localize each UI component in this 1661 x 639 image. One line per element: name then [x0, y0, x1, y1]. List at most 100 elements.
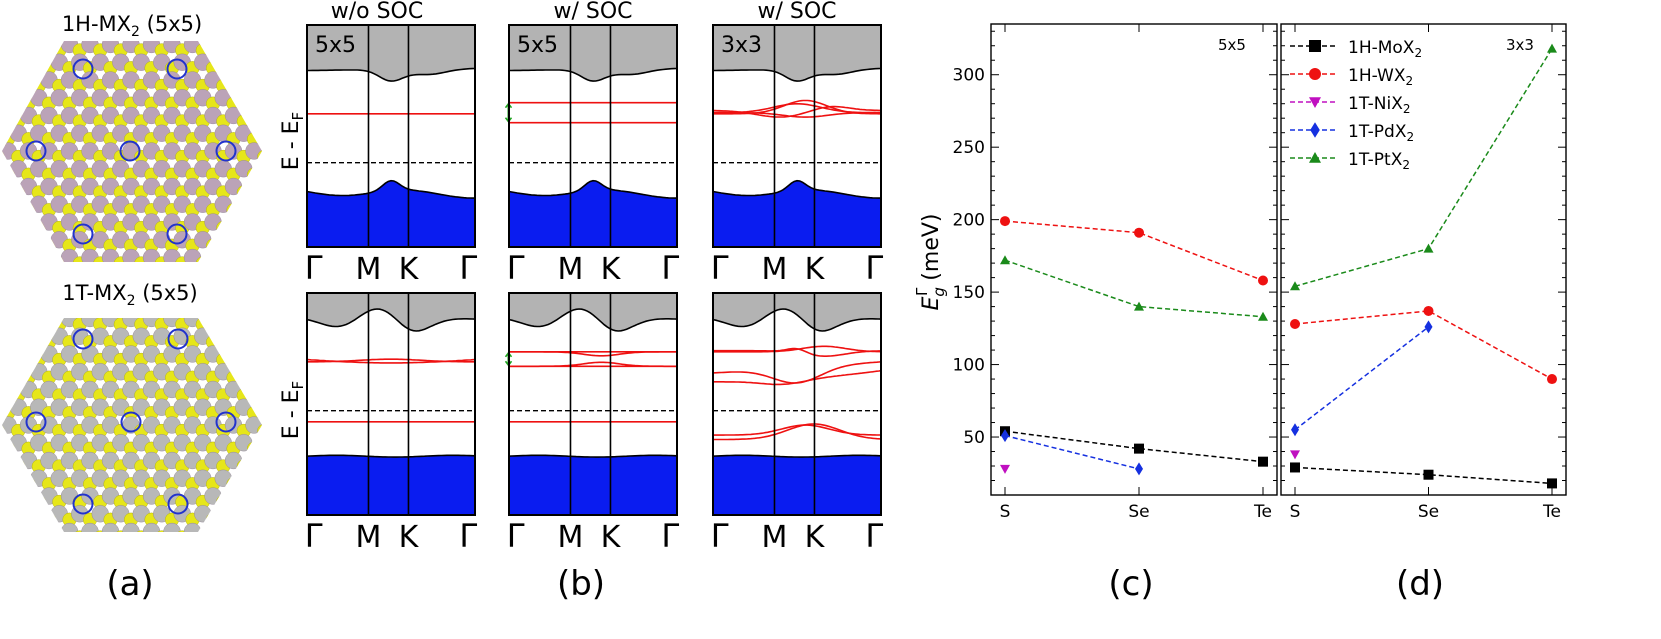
metal-atom	[214, 53, 232, 71]
chalcogen-atom	[247, 26, 261, 40]
chalcogen-atom	[22, 300, 36, 314]
chalcogen-atom	[216, 292, 230, 306]
chalcogen-atom	[22, 548, 36, 562]
chalcogen-atom	[268, 61, 282, 75]
metal-atom	[287, 72, 304, 89]
metal-atom	[214, 195, 232, 213]
chalcogen-atom	[216, 282, 230, 296]
conduction-band-edge	[713, 67, 882, 82]
chalcogen-atom	[2, 96, 16, 111]
chalcogen-atom	[31, 43, 46, 58]
metal-atom	[317, 125, 334, 142]
chalcogen-atom	[350, 132, 364, 146]
metal-atom	[255, 124, 262, 142]
metal-atom	[51, 541, 68, 558]
metal-atom	[19, 522, 38, 532]
metal-atom	[307, 417, 324, 434]
chalcogen-atom	[11, 43, 26, 58]
kpath-label: Γ	[865, 517, 883, 555]
chalcogen-atom	[268, 442, 282, 456]
metal-atom	[235, 195, 253, 213]
metal-atom	[255, 434, 262, 452]
data-point	[1134, 227, 1144, 238]
chalcogen-atom	[236, 43, 251, 58]
defect-ring	[25, 140, 47, 162]
metal-atom	[225, 559, 242, 576]
metal-atom	[297, 89, 314, 106]
y-tick-label: 50	[963, 428, 985, 448]
chalcogen-atom	[175, 566, 189, 580]
chalcogen-atom	[268, 300, 282, 314]
chalcogen-atom	[278, 79, 292, 93]
series-line	[1294, 48, 1553, 288]
defect-ring	[72, 328, 94, 350]
metal-atom	[287, 523, 304, 540]
chalcogen-atom	[52, 566, 66, 580]
metal-atom	[235, 469, 253, 487]
metal-atom	[30, 267, 47, 284]
metal-atom	[276, 292, 293, 309]
chalcogen-atom	[329, 371, 343, 385]
metal-atom	[255, 231, 262, 249]
metal-atom	[2, 41, 17, 54]
metal-atom	[328, 249, 345, 266]
chalcogen-atom	[319, 566, 333, 580]
chalcogen-atom	[298, 8, 312, 22]
panel-b-band-structures: w/o SOC w/ SOC w/ SOC E - EF E - EF 5x5 Γ…	[279, 0, 883, 604]
supercell-tag: 3x3	[1506, 36, 1534, 54]
kpath-label: K	[805, 252, 826, 287]
metal-atom	[245, 213, 262, 231]
metal-atom	[255, 327, 262, 345]
chalcogen-atom	[2, 388, 5, 403]
chalcogen-atom	[175, 530, 190, 532]
chalcogen-atom	[216, 318, 231, 332]
chalcogen-atom	[268, 513, 282, 527]
metal-atom	[60, 522, 79, 532]
chalcogen-atom	[72, 530, 87, 532]
defect-ring	[166, 223, 188, 245]
chalcogen-atom	[246, 203, 261, 218]
metal-atom	[19, 41, 38, 54]
chart-ylabel: EgΓ (meV)	[913, 214, 948, 311]
data-point	[1001, 429, 1009, 443]
chalcogen-atom	[278, 257, 292, 271]
chalcogen-atom	[257, 220, 262, 235]
chalcogen-atom	[2, 370, 16, 385]
metal-atom	[245, 248, 262, 262]
metal-atom	[205, 275, 222, 292]
metal-atom	[2, 213, 17, 231]
chalcogen-atom	[104, 548, 118, 562]
legend-label: 1H-MoX2	[1348, 38, 1422, 60]
chalcogen-atom	[257, 352, 262, 367]
chalcogen-atom	[205, 512, 220, 527]
chalcogen-atom	[216, 43, 231, 58]
metal-atom	[307, 143, 324, 160]
band-frame	[306, 24, 476, 248]
chalcogen-atom	[246, 61, 261, 76]
data-point	[1290, 462, 1300, 473]
kpath-label: Γ	[507, 517, 525, 555]
conduction-band-edge	[307, 67, 476, 82]
metal-atom	[19, 487, 38, 505]
chalcogen-atom	[0, 8, 5, 22]
chalcogen-atom	[329, 274, 343, 288]
panel-a-label: (a)	[106, 564, 153, 604]
metal-atom	[0, 18, 6, 35]
chalcogen-atom	[31, 530, 46, 532]
metal-atom	[266, 310, 283, 327]
metal-atom	[183, 248, 202, 262]
chalcogen-atom	[31, 494, 46, 509]
chalcogen-atom	[21, 238, 36, 253]
metal-atom	[255, 160, 262, 178]
metal-atom	[338, 541, 355, 558]
chalcogen-atom	[278, 221, 292, 235]
chalcogen-atom	[2, 512, 16, 527]
chalcogen-atom	[257, 114, 262, 129]
chalcogen-atom	[206, 300, 220, 314]
metal-atom	[328, 417, 345, 434]
metal-atom	[30, 505, 48, 523]
metal-atom	[276, 54, 293, 71]
defect-band	[713, 105, 881, 118]
metal-atom	[245, 41, 262, 54]
